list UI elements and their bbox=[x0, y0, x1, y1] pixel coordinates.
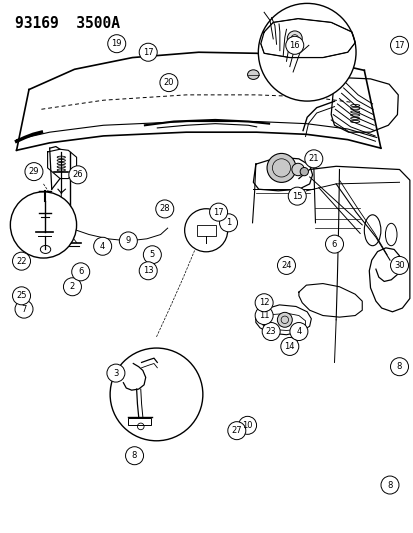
Circle shape bbox=[107, 364, 125, 382]
Text: 5: 5 bbox=[150, 251, 154, 259]
Text: 4: 4 bbox=[100, 242, 105, 251]
Circle shape bbox=[143, 246, 161, 264]
Circle shape bbox=[380, 476, 398, 494]
Text: 11: 11 bbox=[258, 311, 269, 320]
Circle shape bbox=[71, 263, 90, 281]
Text: 24: 24 bbox=[280, 261, 291, 270]
Circle shape bbox=[285, 36, 303, 54]
Text: 17: 17 bbox=[142, 48, 153, 56]
Circle shape bbox=[15, 300, 33, 318]
Text: 6: 6 bbox=[331, 240, 336, 248]
Text: 26: 26 bbox=[72, 171, 83, 179]
Circle shape bbox=[107, 35, 126, 53]
Text: 12: 12 bbox=[258, 298, 269, 307]
Circle shape bbox=[25, 163, 43, 181]
Text: 21: 21 bbox=[308, 155, 318, 163]
Circle shape bbox=[299, 167, 308, 176]
Circle shape bbox=[12, 252, 31, 270]
Ellipse shape bbox=[247, 70, 259, 79]
Text: 4: 4 bbox=[296, 327, 301, 336]
Circle shape bbox=[159, 74, 178, 92]
Text: 19: 19 bbox=[111, 39, 122, 48]
Text: 15: 15 bbox=[291, 192, 302, 200]
Text: 29: 29 bbox=[28, 167, 39, 176]
Text: 28: 28 bbox=[159, 205, 170, 213]
Text: 16: 16 bbox=[289, 41, 299, 50]
Text: 7: 7 bbox=[21, 305, 26, 313]
Text: 14: 14 bbox=[284, 342, 294, 351]
Circle shape bbox=[389, 36, 408, 54]
Text: 8: 8 bbox=[132, 451, 137, 460]
Text: 6: 6 bbox=[78, 268, 83, 276]
Text: 13: 13 bbox=[142, 266, 153, 275]
Text: 1: 1 bbox=[225, 219, 230, 227]
Circle shape bbox=[261, 322, 280, 341]
Circle shape bbox=[219, 214, 237, 232]
Circle shape bbox=[389, 256, 408, 274]
Circle shape bbox=[12, 287, 31, 305]
Circle shape bbox=[291, 163, 304, 176]
Text: 2: 2 bbox=[70, 282, 75, 291]
Text: 8: 8 bbox=[387, 481, 392, 489]
Circle shape bbox=[209, 203, 227, 221]
Bar bbox=[128, 418, 151, 425]
Circle shape bbox=[277, 312, 292, 327]
Text: 9: 9 bbox=[126, 237, 131, 245]
Circle shape bbox=[266, 154, 295, 182]
Circle shape bbox=[125, 447, 143, 465]
Text: 30: 30 bbox=[393, 261, 404, 270]
Text: 20: 20 bbox=[163, 78, 174, 87]
Circle shape bbox=[10, 192, 76, 258]
Text: 27: 27 bbox=[231, 426, 242, 435]
Circle shape bbox=[287, 31, 301, 46]
Text: 23: 23 bbox=[265, 327, 276, 336]
Circle shape bbox=[139, 262, 157, 280]
Text: 22: 22 bbox=[16, 257, 27, 265]
Text: 3: 3 bbox=[113, 369, 118, 377]
Circle shape bbox=[325, 235, 343, 253]
Circle shape bbox=[93, 237, 112, 255]
Circle shape bbox=[227, 422, 245, 440]
Circle shape bbox=[254, 294, 273, 312]
Bar bbox=[196, 225, 215, 236]
Text: 10: 10 bbox=[242, 421, 252, 430]
Circle shape bbox=[280, 337, 298, 356]
Circle shape bbox=[238, 416, 256, 434]
Text: 93169  3500A: 93169 3500A bbox=[15, 16, 120, 31]
Circle shape bbox=[287, 187, 306, 205]
Text: 17: 17 bbox=[213, 208, 223, 216]
Circle shape bbox=[277, 256, 295, 274]
Circle shape bbox=[63, 278, 81, 296]
Circle shape bbox=[119, 232, 137, 250]
Circle shape bbox=[139, 43, 157, 61]
Text: 17: 17 bbox=[393, 41, 404, 50]
Circle shape bbox=[254, 306, 273, 325]
Circle shape bbox=[289, 322, 307, 341]
Text: 25: 25 bbox=[16, 292, 27, 300]
Circle shape bbox=[155, 200, 173, 218]
Circle shape bbox=[258, 3, 355, 101]
Text: 8: 8 bbox=[396, 362, 401, 371]
Circle shape bbox=[304, 150, 322, 168]
Circle shape bbox=[389, 358, 408, 376]
Circle shape bbox=[184, 209, 227, 252]
Circle shape bbox=[110, 348, 202, 441]
Circle shape bbox=[69, 166, 87, 184]
